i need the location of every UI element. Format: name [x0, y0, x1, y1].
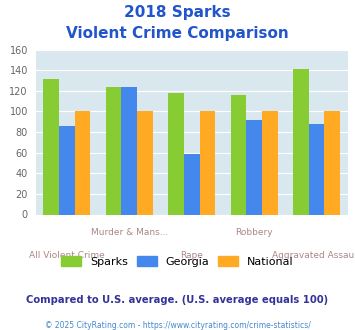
- Text: Compared to U.S. average. (U.S. average equals 100): Compared to U.S. average. (U.S. average …: [26, 295, 329, 305]
- Text: Aggravated Assault: Aggravated Assault: [272, 251, 355, 260]
- Bar: [75, 112, 90, 214]
- Bar: [200, 112, 215, 214]
- Bar: [262, 112, 278, 214]
- Bar: [43, 80, 59, 214]
- Bar: [324, 112, 340, 214]
- Text: Robbery: Robbery: [235, 228, 273, 237]
- Bar: [106, 86, 121, 214]
- Text: © 2025 CityRating.com - https://www.cityrating.com/crime-statistics/: © 2025 CityRating.com - https://www.city…: [45, 321, 310, 330]
- Bar: [231, 95, 246, 214]
- Text: Rape: Rape: [180, 251, 203, 260]
- Legend: Sparks, Georgia, National: Sparks, Georgia, National: [61, 256, 294, 267]
- Bar: [59, 126, 75, 214]
- Text: Violent Crime Comparison: Violent Crime Comparison: [66, 26, 289, 41]
- Text: All Violent Crime: All Violent Crime: [29, 251, 105, 260]
- Bar: [293, 69, 309, 215]
- Text: 2018 Sparks: 2018 Sparks: [124, 5, 231, 20]
- Bar: [168, 93, 184, 214]
- Bar: [184, 154, 200, 214]
- Text: Murder & Mans...: Murder & Mans...: [91, 228, 168, 237]
- Bar: [309, 124, 324, 214]
- Bar: [121, 86, 137, 214]
- Bar: [246, 120, 262, 214]
- Bar: [137, 112, 153, 214]
